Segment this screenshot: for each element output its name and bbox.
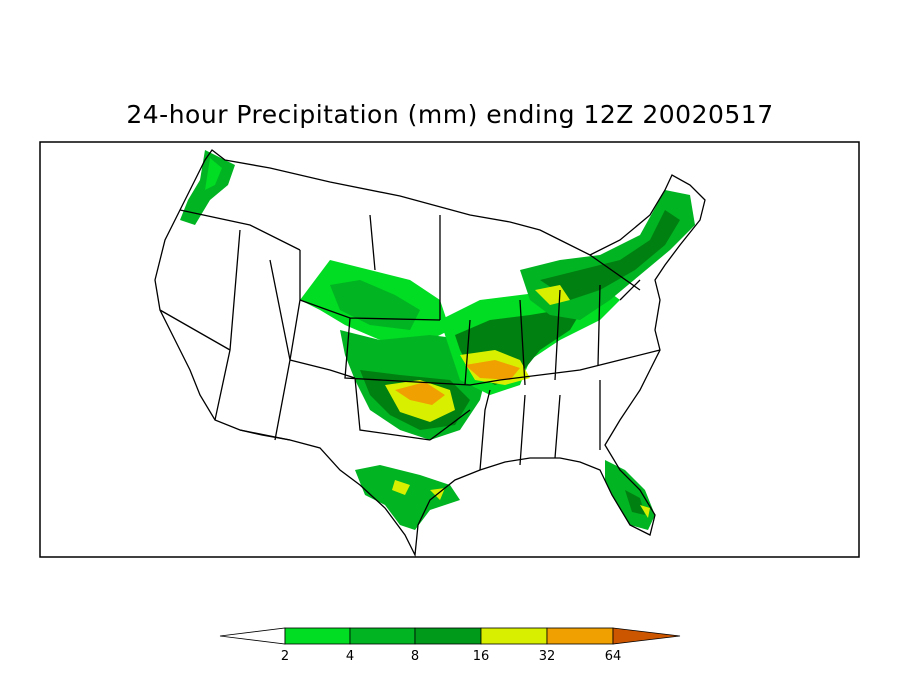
state-lines — [159, 209, 661, 471]
colorbar-label-3: 8 — [411, 649, 419, 664]
colorbar-bin-1 — [284, 627, 351, 645]
precipitation-shading — [180, 150, 695, 530]
colorbar-bin-4 — [480, 627, 548, 645]
colorbar: 2 4 8 16 32 64 — [219, 627, 681, 664]
map-title: 24-hour Precipitation (mm) ending 12Z 20… — [126, 100, 774, 129]
colorbar-label-1: 2 — [281, 649, 289, 664]
colorbar-above — [612, 627, 681, 645]
colorbar-label-5: 32 — [539, 649, 556, 664]
colorbar-label-6: 64 — [605, 649, 622, 664]
colorbar-below — [219, 627, 286, 645]
colorbar-label-4: 16 — [473, 649, 490, 664]
precip-area-texas — [355, 465, 460, 530]
map-boundaries — [154, 149, 706, 558]
colorbar-label-2: 4 — [346, 649, 354, 664]
colorbar-bin-5 — [546, 627, 614, 645]
colorbar-bin-3 — [414, 627, 482, 645]
colorbar-bin-2 — [349, 627, 416, 645]
map-frame — [39, 141, 860, 558]
us-outline — [154, 149, 706, 558]
